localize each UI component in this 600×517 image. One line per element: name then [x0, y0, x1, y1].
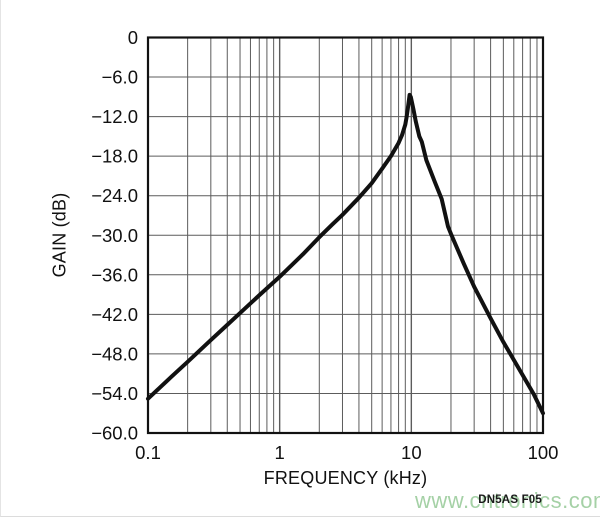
watermark-text: www.cntronics.com — [415, 488, 600, 513]
y-tick-label: −24.0 — [91, 185, 138, 206]
y-tick-label: −48.0 — [91, 343, 138, 364]
x-tick-label: 10 — [401, 442, 422, 463]
plot-border — [146, 36, 545, 435]
x-axis-title: FREQUENCY (kHz) — [263, 468, 428, 488]
figure-code-label: DN5AS F05 — [478, 494, 542, 506]
y-tick-label: −42.0 — [91, 304, 138, 325]
y-tick-label: −54.0 — [91, 383, 138, 404]
x-tick-label: 1 — [275, 442, 285, 463]
y-tick-label: −60.0 — [91, 423, 138, 444]
gain-curve — [146, 92, 545, 416]
y-axis-title: GAIN (dB) — [49, 192, 70, 278]
y-tick-label: −6.0 — [101, 67, 138, 88]
y-tick-label: −36.0 — [91, 264, 138, 285]
y-tick-label: −12.0 — [91, 106, 138, 127]
y-tick-label: 0 — [128, 27, 138, 48]
x-tick-label: 100 — [528, 442, 559, 463]
y-tick-label: −18.0 — [91, 146, 138, 167]
y-tick-label: −30.0 — [91, 225, 138, 246]
x-tick-label: 0.1 — [135, 442, 161, 463]
